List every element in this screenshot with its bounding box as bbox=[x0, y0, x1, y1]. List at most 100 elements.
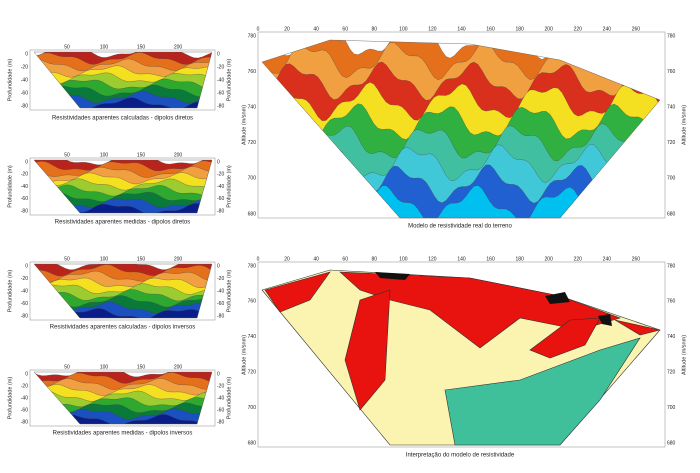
y-axis-label: Profundidade (m) bbox=[7, 377, 13, 420]
y-tick-label: 760 bbox=[667, 299, 676, 305]
x-tick-label: 260 bbox=[632, 256, 641, 262]
y-tick-label: -80 bbox=[217, 313, 224, 319]
y-axis-label: Altitude (m/snm) bbox=[681, 335, 687, 375]
zone-red bbox=[614, 319, 661, 336]
x-tick-label: 50 bbox=[64, 44, 70, 50]
caption: Resistividades aparentes calculadas - di… bbox=[52, 116, 193, 122]
y-tick-label: -40 bbox=[21, 395, 28, 401]
x-tick-label: 20 bbox=[284, 26, 290, 32]
y-tick-label: 700 bbox=[667, 176, 676, 182]
x-tick-label: 100 bbox=[399, 26, 408, 32]
y-tick-label: -40 bbox=[21, 77, 28, 83]
section-outline bbox=[33, 51, 213, 109]
y-tick-label: -40 bbox=[217, 184, 224, 190]
y-tick-label: -80 bbox=[21, 419, 28, 425]
caption: Interpretação do modelo de resistividade bbox=[406, 453, 515, 459]
x-tick-label: 200 bbox=[174, 152, 183, 158]
x-tick-label: 260 bbox=[632, 26, 641, 32]
x-tick-label: 200 bbox=[174, 256, 183, 262]
y-tick-label: 780 bbox=[667, 33, 676, 39]
caption: Resistividades aparentes calculadas - di… bbox=[50, 325, 195, 331]
y-tick-label: 740 bbox=[667, 334, 676, 340]
y-tick-label: 760 bbox=[667, 69, 676, 75]
section-outline bbox=[33, 159, 213, 214]
y-tick-label: 720 bbox=[667, 140, 676, 146]
y-tick-label: -80 bbox=[217, 103, 224, 109]
y-tick-label: -80 bbox=[21, 103, 28, 109]
y-tick-label: -40 bbox=[217, 77, 224, 83]
x-tick-label: 0 bbox=[257, 26, 260, 32]
y-tick-label: -20 bbox=[217, 383, 224, 389]
x-tick-label: 120 bbox=[428, 26, 437, 32]
y-tick-label: -20 bbox=[217, 276, 224, 282]
y-tick-label: -60 bbox=[217, 90, 224, 96]
x-tick-label: 150 bbox=[137, 152, 146, 158]
y-tick-label: 0 bbox=[25, 263, 28, 269]
y-tick-label: -20 bbox=[217, 64, 224, 70]
x-tick-label: 200 bbox=[174, 364, 183, 370]
x-tick-label: 50 bbox=[64, 364, 70, 370]
y-tick-label: 680 bbox=[248, 211, 257, 217]
zone-red bbox=[264, 271, 331, 313]
frame bbox=[29, 157, 216, 216]
y-tick-label: -60 bbox=[21, 90, 28, 96]
caption: Modelo de resistividade real do terreno bbox=[408, 224, 512, 230]
y-tick-label: -60 bbox=[217, 196, 224, 202]
x-tick-label: 50 bbox=[64, 256, 70, 262]
y-tick-label: 0 bbox=[217, 263, 220, 269]
zone-black bbox=[598, 314, 612, 326]
x-tick-label: 0 bbox=[257, 256, 260, 262]
y-tick-label: -80 bbox=[217, 208, 224, 214]
y-tick-label: -80 bbox=[217, 419, 224, 425]
y-tick-label: -40 bbox=[21, 288, 28, 294]
y-tick-label: 0 bbox=[217, 159, 220, 165]
y-tick-label: 720 bbox=[248, 140, 257, 146]
y-tick-label: -60 bbox=[21, 407, 28, 413]
y-tick-label: 760 bbox=[248, 69, 257, 75]
section-outline bbox=[33, 371, 213, 425]
x-tick-label: 140 bbox=[457, 26, 466, 32]
y-tick-label: 780 bbox=[248, 33, 257, 39]
y-tick-label: -80 bbox=[21, 313, 28, 319]
caption: Resistividades aparentes medidas - dipol… bbox=[53, 431, 193, 437]
x-tick-label: 150 bbox=[137, 44, 146, 50]
x-tick-label: 220 bbox=[574, 26, 583, 32]
x-tick-label: 80 bbox=[372, 26, 378, 32]
y-axis-label: Profundidade (m) bbox=[7, 165, 13, 208]
y-axis-label: Profundidade (m) bbox=[7, 59, 13, 102]
y-tick-label: -60 bbox=[21, 196, 28, 202]
y-tick-label: -40 bbox=[217, 288, 224, 294]
y-axis-label: Profundidade (m) bbox=[226, 377, 232, 420]
x-tick-label: 180 bbox=[515, 256, 524, 262]
y-tick-label: 720 bbox=[667, 370, 676, 376]
section-outline bbox=[33, 263, 213, 319]
x-tick-label: 40 bbox=[313, 256, 319, 262]
x-tick-label: 40 bbox=[313, 26, 319, 32]
y-tick-label: 680 bbox=[248, 440, 257, 446]
y-tick-label: -60 bbox=[217, 301, 224, 307]
y-tick-label: -40 bbox=[21, 184, 28, 190]
y-tick-label: 0 bbox=[217, 371, 220, 377]
x-tick-label: 160 bbox=[486, 26, 495, 32]
y-tick-label: 0 bbox=[25, 51, 28, 57]
y-tick-label: 0 bbox=[217, 51, 220, 57]
y-tick-label: 760 bbox=[248, 299, 257, 305]
contour-group bbox=[262, 40, 660, 218]
x-tick-label: 120 bbox=[428, 256, 437, 262]
y-tick-label: -20 bbox=[217, 172, 224, 178]
y-tick-label: 0 bbox=[25, 371, 28, 377]
y-tick-label: 780 bbox=[667, 263, 676, 269]
contour-group bbox=[34, 52, 212, 108]
y-tick-label: -60 bbox=[217, 407, 224, 413]
y-tick-label: -20 bbox=[21, 276, 28, 282]
x-tick-label: 100 bbox=[100, 152, 109, 158]
x-tick-label: 100 bbox=[100, 256, 109, 262]
y-tick-label: -20 bbox=[21, 383, 28, 389]
frame bbox=[29, 369, 216, 427]
x-tick-label: 60 bbox=[342, 26, 348, 32]
x-tick-label: 140 bbox=[457, 256, 466, 262]
zone-teal bbox=[444, 337, 641, 446]
y-tick-label: -20 bbox=[21, 64, 28, 70]
y-axis-label: Profundidade (m) bbox=[7, 270, 13, 313]
